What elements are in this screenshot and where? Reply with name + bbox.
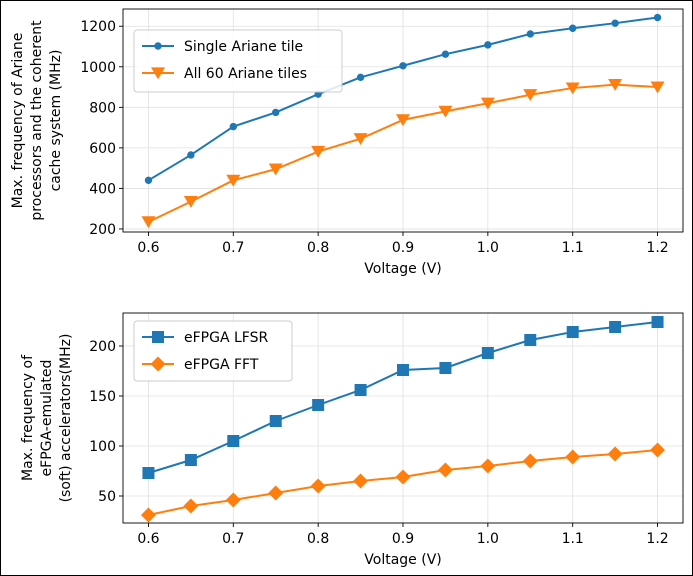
data-point-1: [269, 415, 282, 427]
data-point-1: [312, 399, 325, 411]
data-point-2: [268, 163, 283, 176]
y-tick-label: 100: [89, 439, 116, 455]
data-point-1: [524, 334, 537, 346]
legend-marker-swatch: [151, 67, 165, 80]
x-tick-label: 1.1: [562, 240, 584, 256]
data-point-2: [353, 133, 368, 146]
data-point-2: [225, 492, 241, 508]
x-tick-label: 0.8: [307, 240, 329, 256]
x-tick-label: 0.7: [222, 531, 244, 547]
legend-marker-swatch: [154, 42, 162, 50]
data-point-1: [272, 108, 280, 117]
data-point-2: [523, 89, 538, 102]
data-point-2: [565, 82, 580, 95]
data-point-1: [566, 326, 579, 338]
data-point-1: [441, 50, 450, 58]
data-point-2: [310, 478, 326, 494]
data-point-2: [396, 114, 410, 127]
data-point-2: [226, 174, 241, 187]
x-tick-label: 1.2: [646, 531, 668, 547]
y-axis-label-line: eFPGA-emulated: [39, 360, 55, 477]
data-point-1: [526, 30, 534, 38]
data-point-2: [395, 469, 411, 485]
legend-entry-label: eFPGA LFSR: [184, 330, 268, 346]
data-point-2: [650, 442, 666, 458]
data-point-1: [144, 176, 153, 185]
legend: Single Ariane tile All 60 Ariane tiles: [133, 29, 343, 93]
data-point-2: [565, 449, 581, 465]
chart-panel-2: 0.6 0.7 0.8 0.9 1.0 1.1 1.2 50 100 150 200 Voltage …: [20, 312, 684, 568]
legend-entry-label: eFPGA FFT: [184, 357, 259, 373]
data-point-2: [141, 216, 156, 229]
data-point-2: [480, 97, 495, 110]
x-axis-label: Voltage (V): [364, 261, 441, 277]
data-point-2: [268, 485, 284, 501]
x-tick-label: 0.9: [392, 531, 414, 547]
legend: eFPGA LFSR eFPGA FFT: [133, 320, 293, 382]
data-point-1: [187, 151, 195, 159]
data-point-1: [439, 362, 452, 374]
legend-entry-label: All 60 Ariane tiles: [184, 66, 307, 82]
x-tick-label: 1.0: [477, 531, 499, 547]
data-point-1: [356, 73, 365, 82]
data-point-2: [437, 462, 453, 478]
x-tick-label: 0.8: [307, 531, 329, 547]
data-point-1: [184, 454, 197, 466]
y-tick-label: 1200: [80, 19, 116, 35]
y-tick-label: 200: [89, 339, 116, 355]
data-point-1: [399, 62, 407, 70]
x-tick-label: 0.6: [137, 531, 159, 547]
data-point-1: [611, 19, 619, 27]
y-tick-label: 800: [89, 100, 116, 116]
data-point-1: [354, 384, 367, 396]
x-tick-label: 0.6: [137, 240, 159, 256]
data-point-2: [438, 105, 453, 118]
y-tick-label: 200: [89, 222, 116, 238]
data-point-1: [397, 364, 409, 376]
data-point-2: [608, 79, 623, 91]
x-tick-label: 1.1: [562, 531, 584, 547]
y-axis-label-line: Max. frequency of Ariane: [10, 33, 26, 209]
y-axis-label-line: Max. frequency of: [20, 354, 36, 481]
data-point-1: [653, 13, 662, 22]
data-point-2: [480, 458, 496, 474]
y-axis-label-line: cache system (MHz): [48, 50, 64, 192]
data-point-2: [522, 453, 538, 469]
data-point-2: [183, 195, 198, 208]
y-axis-label-line: processors and the coherent: [29, 20, 45, 221]
y-tick-label: 400: [89, 181, 116, 197]
x-tick-label: 0.9: [392, 240, 414, 256]
y-tick-label: 150: [89, 389, 116, 405]
data-point-2: [650, 81, 665, 94]
data-point-1: [229, 122, 238, 131]
data-point-1: [227, 435, 240, 447]
data-point-2: [140, 507, 156, 523]
x-tick-label: 1.0: [477, 240, 499, 256]
data-point-2: [353, 473, 369, 489]
y-tick-label: 50: [98, 489, 116, 505]
data-point-2: [607, 446, 623, 462]
chart-panel-1: 0.6 0.7 0.8 0.9 1.0 1.1 1.2 200 400 600 800 1000 120…: [10, 8, 684, 277]
data-point-1: [568, 24, 577, 32]
data-point-1: [481, 347, 494, 359]
data-point-2: [183, 498, 199, 514]
y-axis-label-line: (soft) accelerators(MHz): [58, 334, 74, 503]
data-point-1: [609, 321, 622, 333]
y-tick-label: 1000: [80, 60, 116, 76]
x-tick-label: 1.2: [646, 240, 668, 256]
legend-marker-swatch: [150, 356, 166, 372]
x-axis-label: Voltage (V): [364, 552, 441, 568]
legend-box: [133, 29, 343, 93]
legend-entry-label: Single Ariane tile: [184, 39, 303, 55]
legend-marker-swatch: [152, 331, 164, 343]
x-tick-label: 0.7: [222, 240, 244, 256]
data-point-1: [651, 316, 664, 328]
data-point-2: [311, 145, 326, 158]
y-tick-label: 600: [89, 141, 116, 157]
data-point-1: [142, 467, 155, 479]
data-point-1: [484, 41, 492, 49]
